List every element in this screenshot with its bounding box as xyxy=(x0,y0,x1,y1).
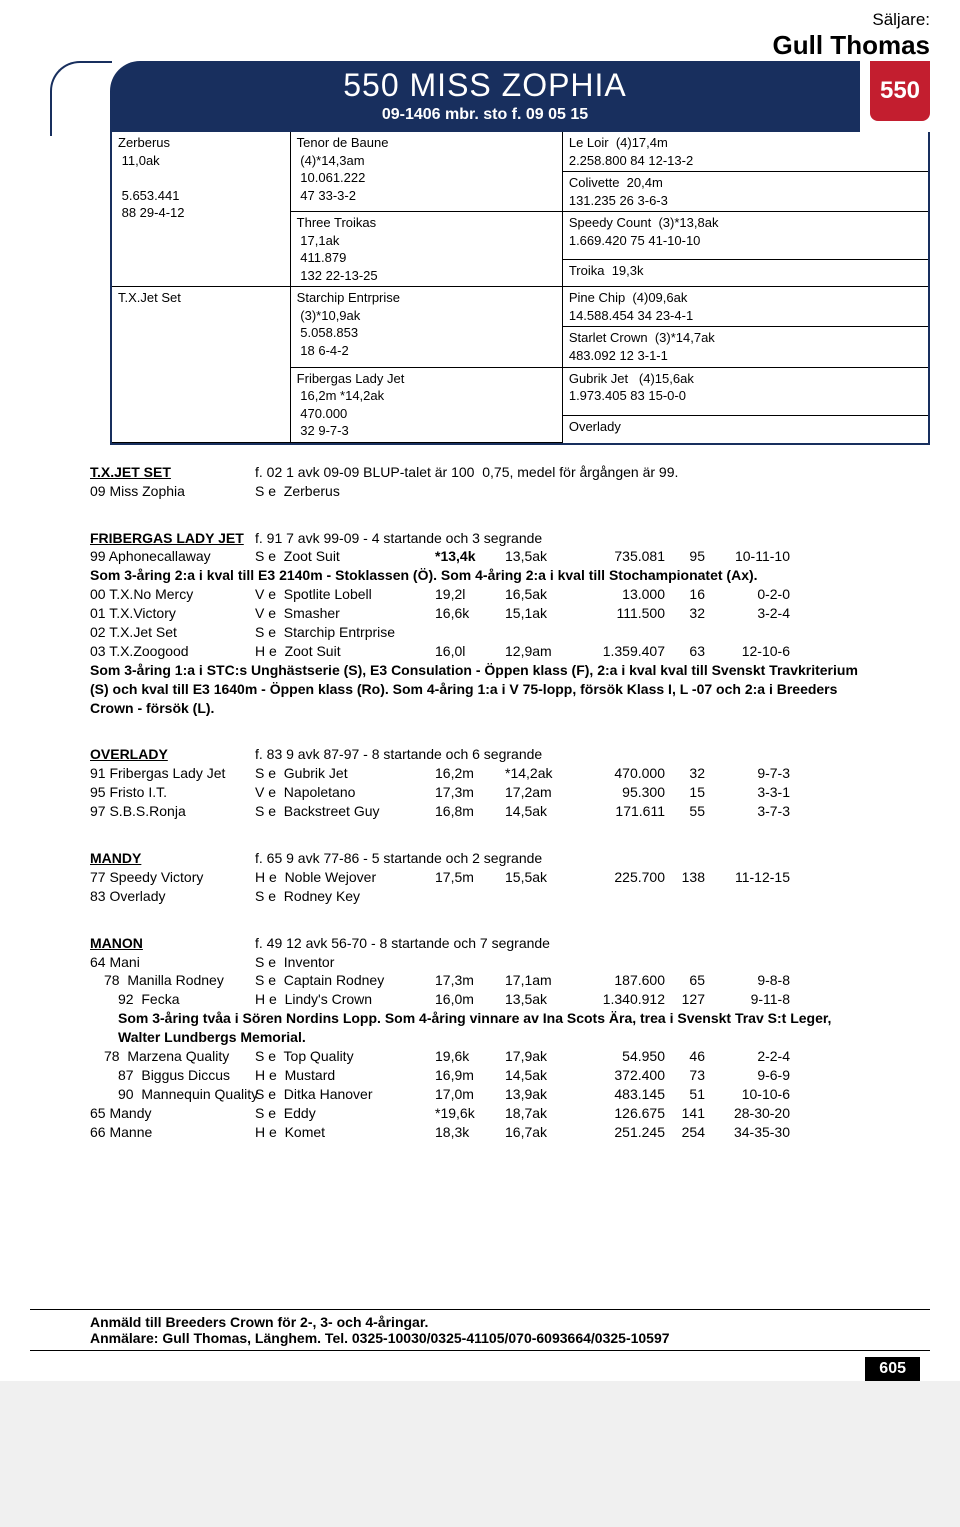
data-row: 78 Marzena QualityS e Top Quality19,6k17… xyxy=(90,1047,870,1066)
sec-head: OVERLADYf. 83 9 avk 87-97 - 8 startande … xyxy=(90,745,870,764)
section-overlady: OVERLADYf. 83 9 avk 87-97 - 8 startande … xyxy=(90,745,870,821)
tx-row: 09 Miss ZophiaS e Zerberus xyxy=(90,482,870,501)
tx-row: T.X.JET SETf. 02 1 avk 09-09 BLUP-talet … xyxy=(90,463,870,482)
data-row: 83 OverladyS e Rodney Key xyxy=(90,887,870,906)
data-row: 97 S.B.S.RonjaS e Backstreet Guy16,8m14,… xyxy=(90,802,870,821)
ped-cell: Fribergas Lady Jet 16,2m *14,2ak 470.000… xyxy=(290,367,562,442)
section-manon: MANONf. 49 12 avk 56-70 - 8 startande oc… xyxy=(90,934,870,1142)
data-row: 66 ManneH e Komet18,3k16,7ak251.24525434… xyxy=(90,1123,870,1142)
data-row: 00 T.X.No MercyV e Spotlite Lobell19,2l1… xyxy=(90,585,870,604)
data-row: 91 Fribergas Lady JetS e Gubrik Jet16,2m… xyxy=(90,764,870,783)
ped-dam: T.X.Jet Set xyxy=(112,287,290,442)
seller-block: Säljare: Gull Thomas xyxy=(0,0,960,61)
section-flj: FRIBERGAS LADY JETf. 91 7 avk 99-09 - 4 … xyxy=(90,529,870,718)
lot-name: 550 MISS ZOPHIA xyxy=(110,67,860,104)
note: Som 3-åring tvåa i Sören Nordins Lopp. S… xyxy=(90,1009,870,1047)
lot-header: 550 MISS ZOPHIA 09-1406 mbr. sto f. 09 0… xyxy=(110,61,860,132)
sec-head: FRIBERGAS LADY JETf. 91 7 avk 99-09 - 4 … xyxy=(90,529,870,548)
ped-cell: Le Loir (4)17,4m 2.258.800 84 12-13-2 xyxy=(562,132,928,172)
data-row: 01 T.X.VictoryV e Smasher16,6k15,1ak111.… xyxy=(90,604,870,623)
spacer xyxy=(90,1141,870,1301)
ped-cell: Tenor de Baune (4)*14,3am 10.061.222 47 … xyxy=(290,132,562,212)
section-mandy: MANDYf. 65 9 avk 77-86 - 5 startande och… xyxy=(90,849,870,906)
data-row: 65 MandyS e Eddy*19,6k18,7ak126.67514128… xyxy=(90,1104,870,1123)
pedigree-table-wrap: Zerberus 11,0ak 5.653.441 88 29-4-12 Ten… xyxy=(110,132,930,445)
data-row: 03 T.X.ZoogoodH e Zoot Suit16,0l12,9am1.… xyxy=(90,642,870,661)
note: Som 3-åring 1:a i STC:s Unghästserie (S)… xyxy=(90,661,870,718)
data-row: 87 Biggus DiccusH e Mustard16,9m14,5ak37… xyxy=(90,1066,870,1085)
data-row: 92 FeckaH e Lindy's Crown16,0m13,5ak1.34… xyxy=(90,990,870,1009)
seller-label: Säljare: xyxy=(0,10,930,30)
ped-cell: Overlady xyxy=(562,416,928,443)
ped-cell: Speedy Count (3)*13,8ak 1.669.420 75 41-… xyxy=(562,212,928,260)
ped-cell: Gubrik Jet (4)15,6ak 1.973.405 83 15-0-0 xyxy=(562,367,928,416)
footer-line: Anmäld till Breeders Crown för 2-, 3- oc… xyxy=(90,1314,870,1330)
catalog-page: Säljare: Gull Thomas 550 MISS ZOPHIA 09-… xyxy=(0,0,960,1381)
ped-cell: Three Troikas 17,1ak 411.879 132 22-13-2… xyxy=(290,212,562,287)
pedigree-table: Zerberus 11,0ak 5.653.441 88 29-4-12 Ten… xyxy=(112,132,928,443)
sec-head: MANONf. 49 12 avk 56-70 - 8 startande oc… xyxy=(90,934,870,953)
seller-name: Gull Thomas xyxy=(0,30,930,61)
data-row: 90 Mannequin QualityS e Ditka Hanover17,… xyxy=(90,1085,870,1104)
ped-cell: Starlet Crown (3)*14,7ak 483.092 12 3-1-… xyxy=(562,327,928,367)
sec-head: MANDYf. 65 9 avk 77-86 - 5 startande och… xyxy=(90,849,870,868)
data-row: 95 Fristo I.T.V e Napoletano17,3m17,2am9… xyxy=(90,783,870,802)
footer-line: Anmälare: Gull Thomas, Länghem. Tel. 032… xyxy=(90,1330,870,1346)
note: Som 3-åring 2:a i kval till E3 2140m - S… xyxy=(90,566,870,585)
ped-cell: Starchip Entrprise (3)*10,9ak 5.058.853 … xyxy=(290,287,562,367)
ped-cell: Pine Chip (4)09,6ak 14.588.454 34 23-4-1 xyxy=(562,287,928,327)
ped-cell: Colivette 20,4m 131.235 26 3-6-3 xyxy=(562,172,928,212)
header-row: 550 MISS ZOPHIA 09-1406 mbr. sto f. 09 0… xyxy=(0,61,960,132)
lot-sub: 09-1406 mbr. sto f. 09 05 15 xyxy=(110,106,860,124)
data-row: 99 AphonecallawayS e Zoot Suit*13,4k13,5… xyxy=(90,547,870,566)
body-text: T.X.JET SETf. 02 1 avk 09-09 BLUP-talet … xyxy=(0,445,960,1302)
data-row: 02 T.X.Jet SetS e Starchip Entrprise xyxy=(90,623,870,642)
ped-sire: Zerberus 11,0ak 5.653.441 88 29-4-12 xyxy=(112,132,290,287)
data-row: 64 ManiS e Inventor xyxy=(90,953,870,972)
ped-cell: Troika 19,3k xyxy=(562,260,928,287)
data-row: 78 Manilla RodneyS e Captain Rodney17,3m… xyxy=(90,971,870,990)
lot-badge: 550 xyxy=(870,61,930,121)
page-number: 605 xyxy=(865,1357,920,1381)
footer-box: Anmäld till Breeders Crown för 2-, 3- oc… xyxy=(30,1309,930,1351)
data-row: 77 Speedy VictoryH e Noble Wejover17,5m1… xyxy=(90,868,870,887)
